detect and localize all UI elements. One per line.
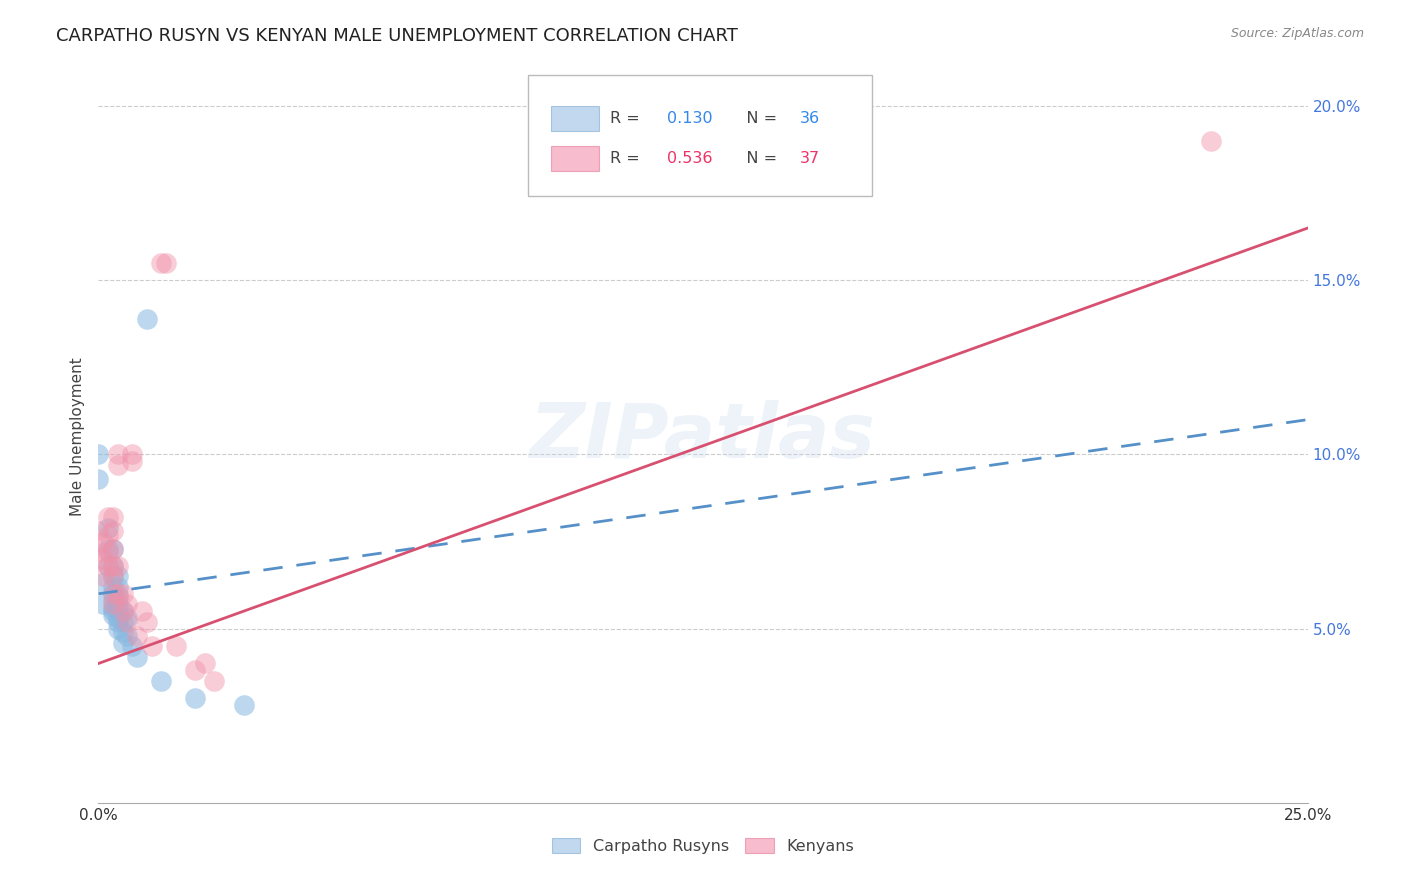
Point (101, 597, 124, 611)
Text: CARPATHO RUSYN VS KENYAN MALE UNEMPLOYMENT CORRELATION CHART: CARPATHO RUSYN VS KENYAN MALE UNEMPLOYME… (56, 27, 738, 45)
Point (150, 673, 173, 688)
FancyBboxPatch shape (551, 106, 599, 130)
Point (204, 673, 226, 688)
Point (97, 541, 120, 556)
Point (184, 691, 207, 706)
Point (111, 625, 134, 640)
Point (117, 615, 139, 629)
Point (184, 664, 207, 678)
Point (97, 558, 120, 573)
Point (111, 615, 134, 629)
Point (91, 569, 114, 583)
Text: ZIPatlas: ZIPatlas (530, 401, 876, 474)
Point (91, 576, 114, 591)
Point (117, 629, 139, 643)
Point (131, 604, 153, 618)
Text: 36: 36 (800, 111, 820, 126)
Point (107, 458, 129, 472)
Point (111, 604, 134, 618)
Point (1199, 134, 1222, 148)
Point (107, 615, 129, 629)
Point (101, 541, 124, 556)
Point (111, 587, 134, 601)
Point (87, 472, 110, 486)
Point (107, 604, 129, 618)
Point (97, 521, 120, 535)
Point (101, 587, 124, 601)
Text: R =: R = (610, 151, 645, 166)
Point (107, 587, 129, 601)
Point (121, 639, 143, 653)
Text: 0.536: 0.536 (666, 151, 713, 166)
Point (121, 448, 143, 462)
Point (101, 510, 124, 524)
Point (107, 448, 129, 462)
Point (101, 541, 124, 556)
Point (87, 524, 110, 538)
Point (117, 597, 139, 611)
FancyBboxPatch shape (551, 146, 599, 171)
Point (87, 448, 110, 462)
Text: 0.130: 0.130 (666, 111, 713, 126)
Point (150, 256, 173, 270)
Point (155, 256, 177, 270)
Point (97, 545, 120, 559)
Point (135, 311, 157, 326)
Text: Source: ZipAtlas.com: Source: ZipAtlas.com (1230, 27, 1364, 40)
Point (141, 639, 163, 653)
Point (101, 604, 124, 618)
Point (101, 594, 124, 608)
Point (107, 569, 129, 583)
Point (194, 657, 217, 671)
Point (97, 558, 120, 573)
Point (107, 591, 129, 605)
Point (101, 587, 124, 601)
Point (101, 607, 124, 622)
Text: N =: N = (731, 111, 782, 126)
Point (111, 604, 134, 618)
Point (91, 552, 114, 566)
Text: N =: N = (731, 151, 782, 166)
Point (107, 597, 129, 611)
Point (101, 600, 124, 615)
Legend: Carpatho Rusyns, Kenyans: Carpatho Rusyns, Kenyans (546, 831, 860, 861)
Point (97, 510, 120, 524)
Point (117, 611, 139, 625)
Text: R =: R = (610, 111, 645, 126)
Point (91, 597, 114, 611)
Point (165, 639, 187, 653)
Point (111, 635, 134, 649)
Text: 37: 37 (800, 151, 820, 166)
Point (91, 534, 114, 549)
Point (107, 558, 129, 573)
Point (101, 558, 124, 573)
Point (101, 524, 124, 538)
Point (101, 569, 124, 583)
Point (127, 629, 149, 643)
Point (107, 611, 129, 625)
Point (101, 569, 124, 583)
Point (232, 698, 254, 713)
Point (127, 649, 149, 664)
Point (87, 545, 110, 559)
Point (107, 580, 129, 594)
Point (107, 622, 129, 636)
Point (101, 558, 124, 573)
Point (135, 615, 157, 629)
FancyBboxPatch shape (527, 75, 872, 195)
Point (97, 527, 120, 541)
Point (121, 454, 143, 468)
Point (101, 580, 124, 594)
Y-axis label: Male Unemployment: Male Unemployment (69, 358, 84, 516)
